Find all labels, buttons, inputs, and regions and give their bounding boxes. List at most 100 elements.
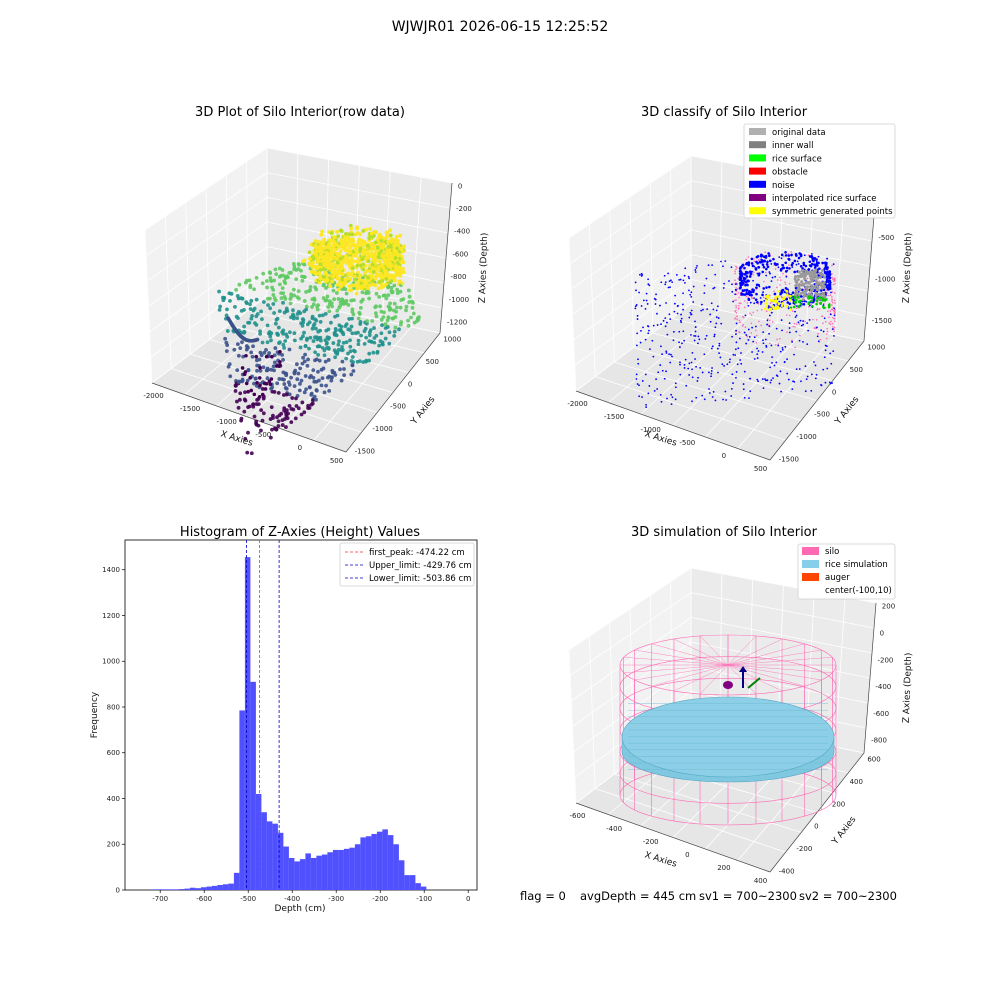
classify-point-noise xyxy=(747,261,751,265)
classify-point-noise xyxy=(817,340,820,343)
classify-xtick: -500 xyxy=(679,439,695,447)
classify-point-wall xyxy=(734,310,736,313)
classify-point-noise xyxy=(645,406,648,409)
classify-point-rice xyxy=(792,305,796,309)
classify-point-rice xyxy=(822,306,826,310)
classify-point-noise xyxy=(728,280,730,282)
classify-point-noise xyxy=(703,292,706,294)
classify-xtick: -1000 xyxy=(641,426,661,434)
classify-point-wall xyxy=(738,302,741,304)
classify-legend-swatch xyxy=(749,180,766,188)
classify-point-noise xyxy=(765,344,768,347)
classify-point-noise xyxy=(735,341,738,344)
raw-point xyxy=(292,371,297,376)
classify-point-noise xyxy=(826,266,829,269)
classify-point-noise xyxy=(748,275,752,278)
classify-point-wall xyxy=(834,302,836,304)
raw-point xyxy=(287,403,292,408)
classify-point-wall xyxy=(749,312,751,314)
raw-ring-point xyxy=(392,248,397,253)
classify-point-noise xyxy=(771,356,774,359)
raw-point xyxy=(225,307,229,312)
raw-point xyxy=(327,302,332,307)
raw-point xyxy=(364,335,369,340)
classify-point-noise xyxy=(669,286,671,289)
raw-point xyxy=(312,394,317,399)
classify-point-wall xyxy=(827,294,830,297)
classify-point-symmetric xyxy=(777,295,781,298)
classify-point-noise xyxy=(807,268,811,271)
simulation-xtick: 0 xyxy=(685,851,689,859)
classify-point-rice xyxy=(793,300,797,304)
raw-point xyxy=(245,378,250,383)
raw-point xyxy=(338,367,342,372)
classify-point-noise xyxy=(807,329,810,332)
raw-point xyxy=(340,359,345,364)
raw-ring-point xyxy=(326,257,331,262)
histogram-bar xyxy=(206,886,212,890)
classify-point-noise xyxy=(759,253,763,257)
classify-point-rice xyxy=(827,303,831,307)
raw-point xyxy=(341,340,346,345)
raw-point xyxy=(338,300,343,305)
simulation-ztick: -400 xyxy=(875,683,891,691)
classify-point-inner-wall xyxy=(796,278,800,282)
raw-point xyxy=(292,384,297,389)
classify-point-noise xyxy=(761,378,764,381)
classify-point-noise xyxy=(656,388,659,390)
raw-point xyxy=(278,360,282,364)
classify-point-noise xyxy=(770,280,773,283)
classify-point-noise xyxy=(781,346,784,349)
histogram-ytick: 1000 xyxy=(102,658,120,666)
classify-ztick: -500 xyxy=(878,234,894,242)
simulation-xtick: -600 xyxy=(570,812,586,820)
raw-point xyxy=(323,311,328,316)
classify-point-wall xyxy=(734,317,737,319)
classify-point-wall xyxy=(784,281,786,284)
classify-point-noise xyxy=(738,267,742,270)
classify-point-noise xyxy=(667,272,670,275)
histogram-bar xyxy=(321,854,328,890)
classify-point-noise xyxy=(647,332,650,335)
classify-point-noise xyxy=(665,370,667,373)
raw-ring-point xyxy=(355,286,360,291)
raw-ring-point xyxy=(344,276,349,281)
raw-point xyxy=(331,341,336,345)
raw-ring-point xyxy=(338,271,343,275)
classify-point-wall xyxy=(816,308,819,310)
raw-ring-point xyxy=(352,277,357,282)
raw-point xyxy=(274,272,279,277)
raw-point xyxy=(235,342,240,347)
classify-point-inner-wall xyxy=(816,287,820,291)
raw-ring-point xyxy=(360,252,365,257)
raw-point xyxy=(333,326,338,331)
classify-point-noise xyxy=(660,281,663,284)
classify-point-wall xyxy=(832,309,835,312)
classify-point-noise xyxy=(786,358,788,361)
simulation-legend-label: rice simulation xyxy=(825,560,888,570)
classify-ytick: -1500 xyxy=(779,456,799,464)
raw-point xyxy=(275,381,280,386)
classify-point-wall xyxy=(735,312,738,314)
raw-point xyxy=(310,326,315,331)
classify-point-noise xyxy=(682,292,684,295)
raw-point xyxy=(262,350,267,355)
raw-ring-point xyxy=(333,241,338,246)
classify-point-noise xyxy=(700,309,703,312)
raw-ring-point xyxy=(335,229,340,234)
classify-point-noise xyxy=(712,391,715,393)
classify-point-noise xyxy=(773,262,777,265)
classify-point-wall xyxy=(834,283,836,285)
raw-point xyxy=(279,411,284,416)
classify-point-noise xyxy=(640,305,643,307)
classify-point-wall xyxy=(833,292,836,294)
classify-point-noise xyxy=(762,265,766,269)
classify-point-noise xyxy=(787,378,790,381)
raw-point xyxy=(384,230,389,235)
raw-point xyxy=(288,301,293,306)
classify-point-noise xyxy=(734,354,737,356)
raw-point xyxy=(324,286,328,290)
classify-ztick: -1500 xyxy=(872,317,892,325)
classify-point-noise xyxy=(802,263,806,267)
raw-ring-point xyxy=(350,266,355,271)
